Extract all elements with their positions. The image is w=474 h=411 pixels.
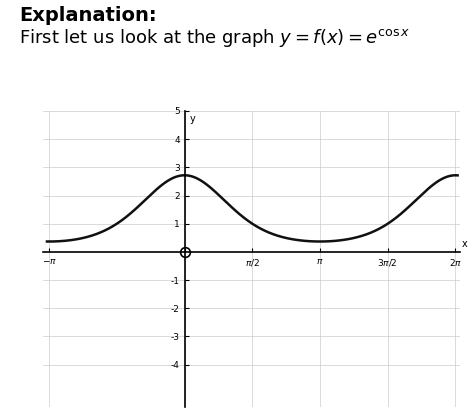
Text: x: x (462, 238, 468, 249)
Text: y: y (190, 114, 195, 124)
Text: Explanation:: Explanation: (19, 6, 156, 25)
Text: First let us look at the graph $y = f(x) = e^{\mathrm{cos}\, x}$: First let us look at the graph $y = f(x)… (19, 27, 410, 49)
